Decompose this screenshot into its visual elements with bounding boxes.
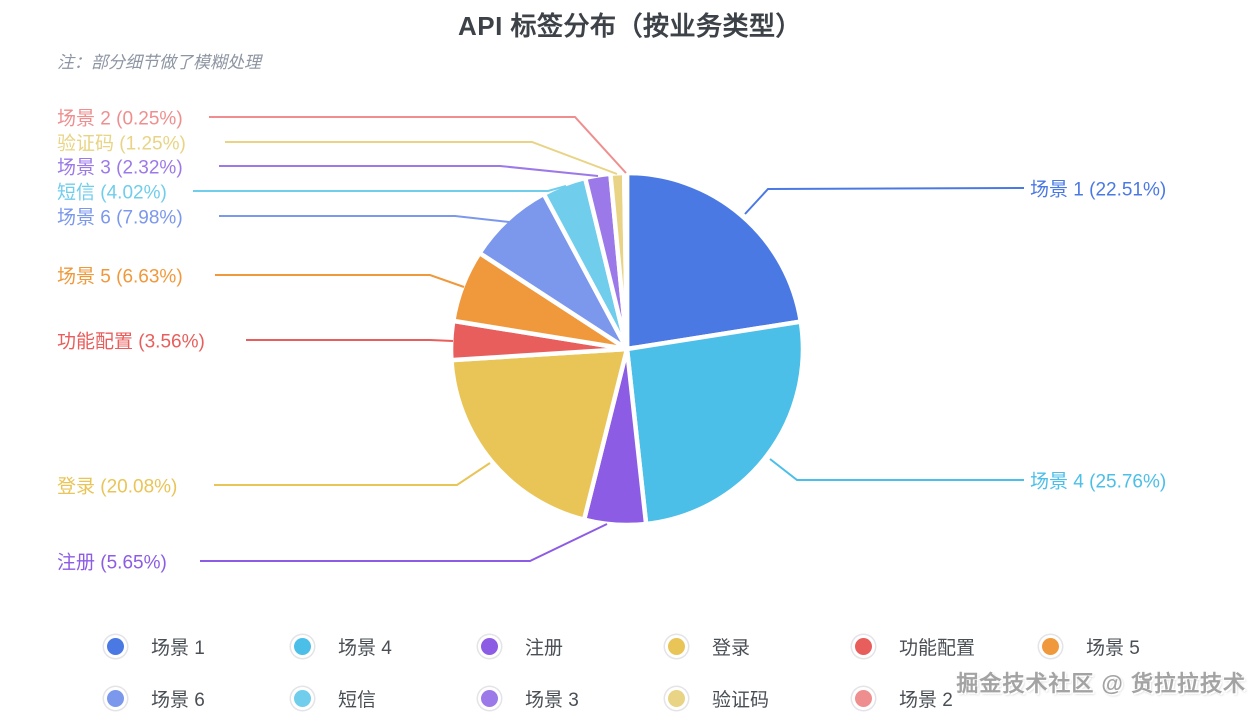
- leader-line-7: [193, 185, 567, 192]
- legend-item-label: 功能配置: [899, 637, 976, 659]
- legend-item[interactable]: 场景 5: [1037, 633, 1224, 660]
- legend-marker-icon: [481, 689, 498, 707]
- leader-line-8: [219, 165, 599, 177]
- legend-item[interactable]: 场景 6: [102, 685, 289, 712]
- slice-label-10: 场景 2 (0.25%): [57, 108, 183, 130]
- pie-slice-1[interactable]: [624, 319, 806, 527]
- legend-item[interactable]: 场景 1: [102, 633, 289, 660]
- legend-item-label: 场景 1: [151, 637, 205, 659]
- legend-item[interactable]: 场景 4: [289, 633, 476, 660]
- legend-marker-icon: [294, 689, 311, 707]
- legend-item[interactable]: 场景 2: [850, 685, 1037, 712]
- leader-line-2: [200, 523, 608, 562]
- leader-line-9: [225, 141, 618, 175]
- leader-line-1: [769, 458, 1024, 481]
- legend-item-label: 场景 6: [151, 689, 205, 711]
- leader-line-3: [214, 462, 491, 486]
- pie-slice-3[interactable]: [449, 346, 630, 522]
- chart-title: API 标签分布（按业务类型）: [457, 11, 803, 41]
- leader-line-4: [246, 339, 454, 342]
- leader-line-10: [209, 116, 627, 174]
- pie-slice-0[interactable]: [624, 170, 804, 352]
- legend-item[interactable]: 场景 3: [476, 685, 663, 712]
- slice-label-6: 场景 6 (7.98%): [57, 207, 183, 229]
- legend-item-label: 验证码: [712, 689, 770, 711]
- legend-item-label: 场景 5: [1086, 637, 1140, 659]
- slice-label-9: 验证码 (1.25%): [57, 133, 186, 155]
- legend-marker-icon: [481, 637, 498, 655]
- leader-line-5: [215, 274, 465, 288]
- slice-label-3: 登录 (20.08%): [57, 476, 178, 498]
- slice-label-0: 场景 1 (22.51%): [1030, 179, 1167, 201]
- legend-marker-icon: [855, 689, 872, 707]
- slice-label-7: 短信 (4.02%): [57, 182, 167, 204]
- legend-item-label: 注册: [525, 637, 564, 659]
- legend-item-label: 场景 4: [338, 637, 392, 659]
- slice-label-8: 场景 3 (2.32%): [57, 157, 183, 179]
- slice-label-2: 注册 (5.65%): [57, 552, 167, 574]
- chart-note: 注：部分细节做了模糊处理: [57, 53, 261, 72]
- pie-slice-10[interactable]: [621, 170, 630, 352]
- legend-item[interactable]: 登录: [663, 633, 850, 660]
- legend-marker-icon: [107, 689, 124, 707]
- chart-legend: 场景 1 场景 4 注册 登录 功能配置 场景 5 场景 6 短信 场景 3 验证码 场景 2: [102, 620, 1224, 720]
- legend-item-label: 场景 2: [899, 689, 953, 711]
- legend-item-label: 登录: [712, 637, 751, 659]
- watermark: 掘金技术社区 @ 货拉拉技术: [956, 671, 1246, 696]
- legend-row-1: 场景 6 短信 场景 3 验证码 场景 2: [102, 672, 1224, 720]
- legend-item-label: 短信: [338, 689, 377, 711]
- slice-label-4: 功能配置 (3.56%): [57, 331, 205, 353]
- slice-label-1: 场景 4 (25.76%): [1030, 471, 1167, 493]
- legend-item[interactable]: 验证码: [663, 685, 850, 712]
- leader-line-6: [219, 215, 510, 223]
- legend-marker-icon: [107, 637, 124, 655]
- legend-row-0: 场景 1 场景 4 注册 登录 功能配置 场景 5: [102, 620, 1224, 672]
- legend-item[interactable]: 功能配置: [850, 633, 1037, 660]
- legend-item-label: 场景 3: [525, 689, 579, 711]
- slice-label-5: 场景 5 (6.63%): [57, 266, 183, 288]
- legend-marker-icon: [1042, 637, 1059, 655]
- legend-marker-icon: [668, 637, 685, 655]
- leader-line-0: [744, 187, 1025, 215]
- legend-marker-icon: [294, 637, 311, 655]
- legend-marker-icon: [668, 689, 685, 707]
- legend-item[interactable]: 短信: [289, 685, 476, 712]
- legend-marker-icon: [855, 637, 872, 655]
- legend-item[interactable]: 注册: [476, 633, 663, 660]
